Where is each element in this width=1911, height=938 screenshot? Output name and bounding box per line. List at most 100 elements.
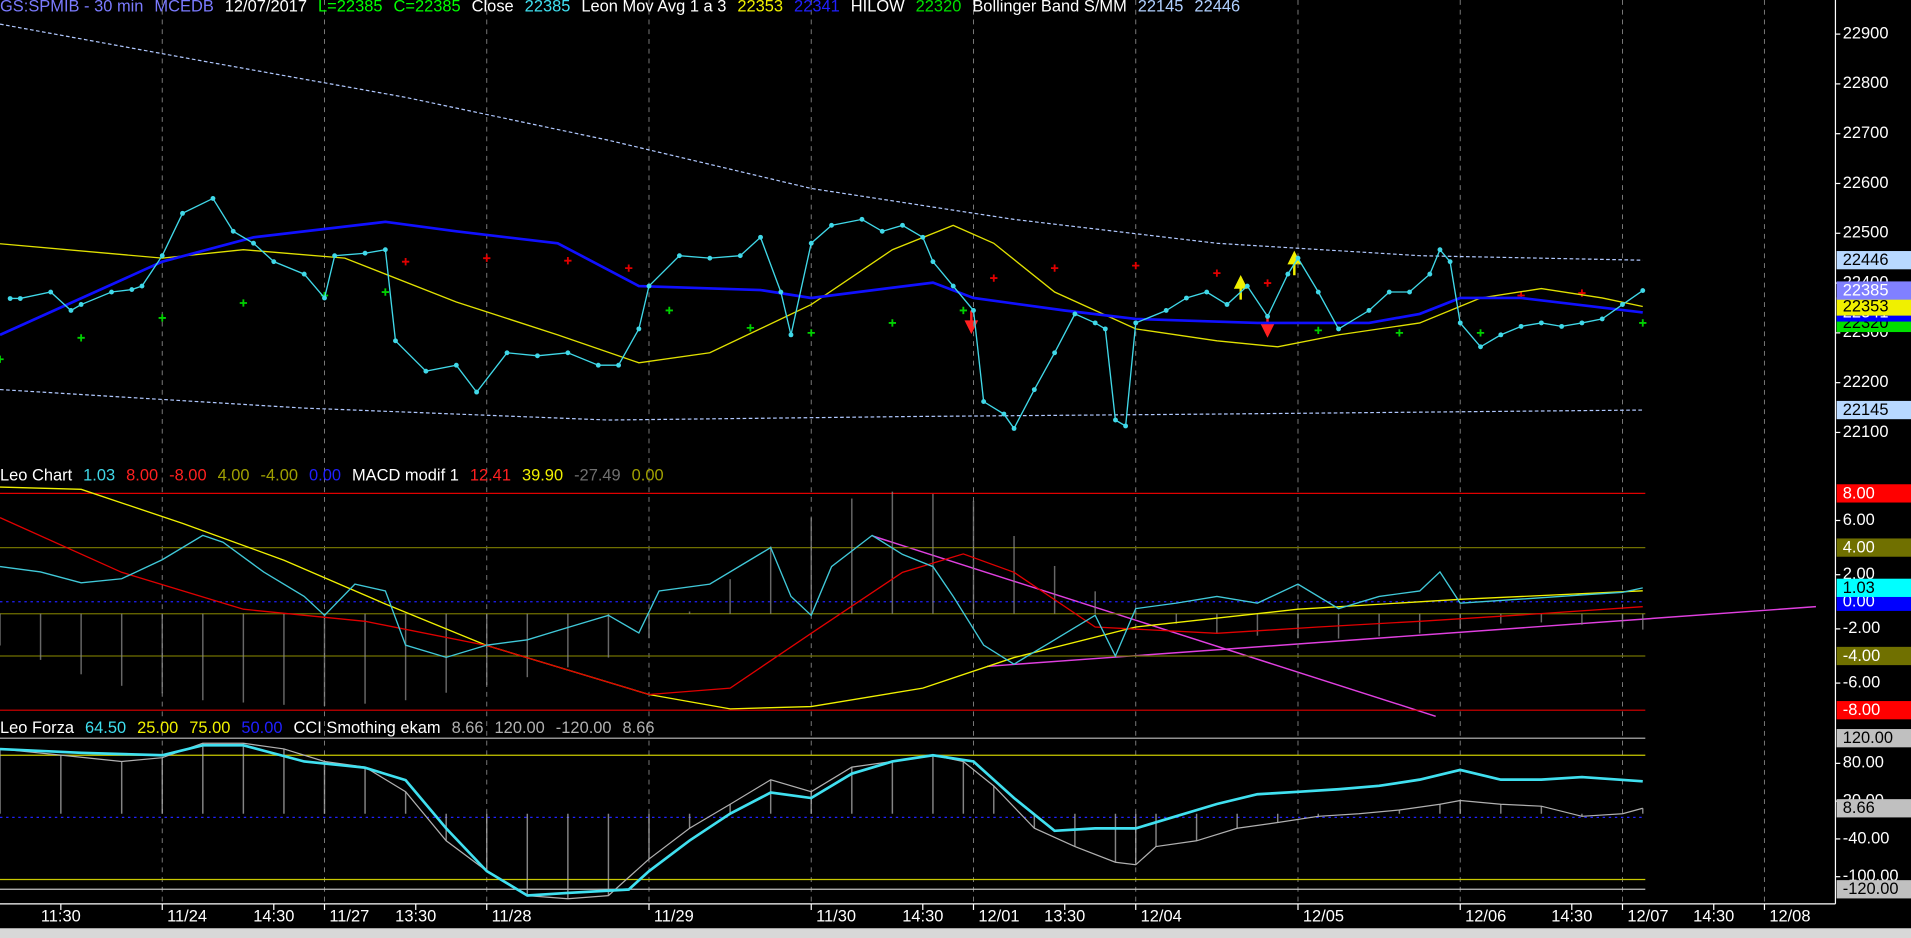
- value-box: [1836, 251, 1911, 270]
- x-tick-label: 14:30: [902, 908, 943, 926]
- y-tick-label: 22500: [1843, 224, 1889, 242]
- x-tick-label: 11:30: [41, 908, 81, 926]
- hilow-cross: [483, 254, 491, 262]
- close-dot: [1498, 332, 1504, 338]
- value-box: [1836, 400, 1911, 420]
- close-dot: [1052, 350, 1058, 356]
- value-box-label: 0.00: [1843, 593, 1875, 611]
- legend-entry: 1.03: [83, 467, 115, 485]
- legend-entry: -27.49: [574, 467, 621, 485]
- series-line: [0, 224, 1643, 364]
- close-dot: [676, 253, 682, 259]
- value-box-label: -8.00: [1843, 701, 1880, 719]
- close-dot: [565, 350, 571, 356]
- legend-entry: Leo Chart: [0, 467, 73, 485]
- legend-entry: Close: [472, 0, 514, 16]
- close-dot: [230, 228, 236, 234]
- close-dot: [109, 289, 114, 295]
- series-line: [0, 516, 1643, 696]
- hilow-cross: [1132, 261, 1140, 270]
- hilow-cross: [158, 314, 166, 322]
- legend-entry: 12.41: [470, 467, 511, 485]
- series-line: [0, 220, 1643, 337]
- close-dot: [332, 253, 338, 259]
- x-tick-label: 12/05: [1303, 908, 1344, 926]
- legend-entry: 22353: [737, 0, 783, 16]
- legend-entry: 22385: [525, 0, 571, 16]
- close-dot: [78, 302, 84, 307]
- value-box: [1836, 281, 1911, 300]
- value-box-label: 1.03: [1843, 579, 1875, 597]
- close-dot: [474, 389, 480, 395]
- value-box-label: 22446: [1843, 251, 1889, 269]
- legend-entry: MACD modif 1: [352, 467, 459, 485]
- hilow-cross: [381, 288, 389, 296]
- hilow-cross: [401, 258, 410, 266]
- x-tick-label: 12/07: [1627, 908, 1668, 926]
- x-tick-label: 14:30: [1693, 908, 1734, 926]
- close-dot: [829, 222, 834, 228]
- x-tick-label: 11/24: [167, 908, 207, 926]
- close-dot: [1518, 323, 1524, 329]
- hilow-cross: [564, 257, 572, 265]
- x-tick-label: 13:30: [1044, 908, 1085, 926]
- value-box-label: 120.00: [1843, 729, 1893, 747]
- hilow-cross: [239, 299, 248, 307]
- close-dot: [159, 253, 165, 259]
- value-box: [1836, 799, 1911, 818]
- close-dot: [1447, 259, 1453, 265]
- y-tick-label: -6.00: [1843, 673, 1880, 691]
- close-dot: [453, 362, 459, 368]
- hilow-cross: [665, 306, 673, 315]
- legend-entry: 50.00: [241, 719, 282, 737]
- value-box: [1836, 701, 1911, 720]
- hilow-cross: [990, 274, 998, 282]
- close-dot: [1244, 283, 1250, 289]
- y-tick-label: 22200: [1843, 373, 1889, 391]
- legend-entry: 39.90: [522, 467, 563, 485]
- close-dot: [48, 289, 54, 295]
- series-line: [0, 486, 1643, 710]
- y-tick-label: -40.00: [1843, 829, 1890, 847]
- legend-entry: 120.00: [495, 719, 545, 737]
- series-line: [0, 388, 1643, 421]
- x-tick-label: 12/08: [1769, 908, 1810, 926]
- close-dot: [1265, 314, 1271, 319]
- close-dot: [1315, 289, 1321, 295]
- hilow-cross: [1314, 326, 1322, 335]
- hilow-cross: [888, 319, 897, 327]
- close-dot: [1011, 426, 1017, 431]
- close-dot: [1133, 320, 1139, 326]
- y-tick-label: 2.00: [1843, 565, 1875, 583]
- close-dot: [879, 228, 885, 234]
- close-dot: [7, 296, 13, 301]
- close-dot: [971, 308, 976, 313]
- legend-entry: 0.00: [309, 467, 341, 485]
- legend-entry: L=22385: [318, 0, 382, 16]
- x-tick-label: 14:30: [1551, 908, 1592, 926]
- close-dot: [1184, 295, 1189, 301]
- close-dot: [271, 259, 277, 265]
- close-dot: [1336, 326, 1341, 332]
- close-dot: [17, 296, 23, 301]
- close-dot: [1123, 423, 1129, 429]
- legend-entry: 4.00: [218, 467, 250, 485]
- close-dot: [981, 399, 987, 405]
- close-dot: [1407, 289, 1412, 295]
- hilow-cross: [959, 306, 968, 315]
- close-dot: [900, 222, 905, 228]
- legend-entry: 75.00: [189, 719, 230, 737]
- y-tick-label: 6.00: [1843, 511, 1875, 529]
- close-dot: [1457, 320, 1463, 326]
- legend-entry: -120.00: [556, 719, 612, 737]
- legend-entry: 8.66: [623, 719, 655, 737]
- value-box-label: 22353: [1843, 297, 1889, 315]
- x-tick-label: 12/04: [1141, 908, 1182, 926]
- close-dot: [1163, 308, 1169, 313]
- close-dot: [1204, 289, 1210, 295]
- value-box: [1836, 538, 1911, 557]
- close-dot: [788, 332, 794, 338]
- close-dot: [707, 255, 713, 261]
- close-dot: [1579, 320, 1585, 326]
- value-box-label: -120.00: [1843, 880, 1899, 898]
